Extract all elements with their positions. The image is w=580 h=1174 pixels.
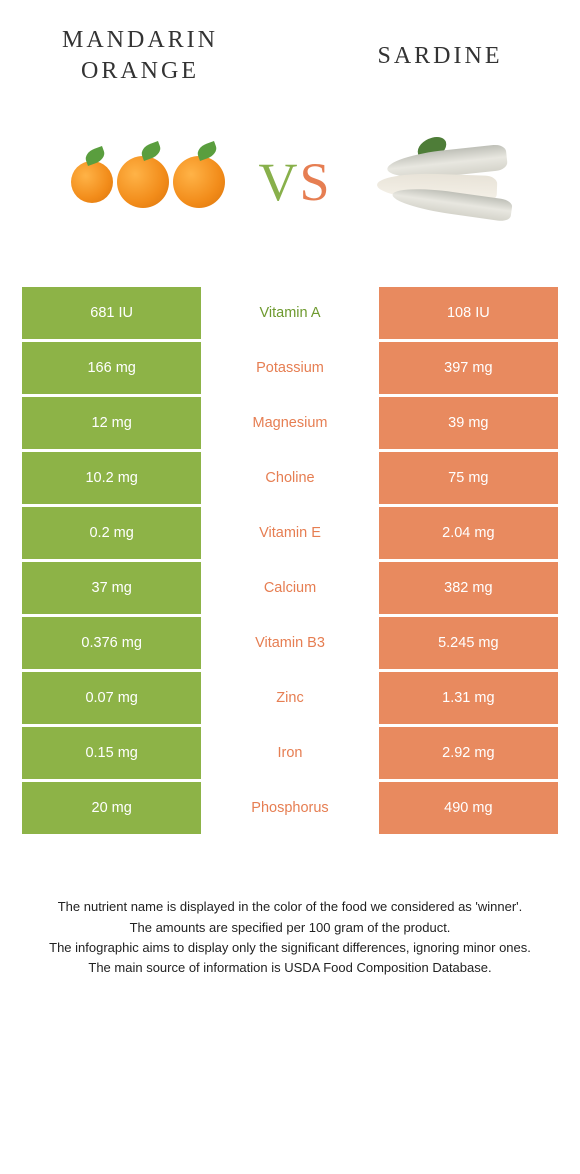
hero-row: VS <box>0 97 580 287</box>
table-row: 681 IUVitamin A108 IU <box>22 287 558 339</box>
nutrient-label-cell: Vitamin A <box>201 287 378 339</box>
left-value-cell: 166 mg <box>22 342 201 394</box>
right-food-title: SARDINE <box>340 41 540 72</box>
vs-v: V <box>258 152 299 212</box>
table-row: 10.2 mgCholine75 mg <box>22 452 558 504</box>
footer-line: The infographic aims to display only the… <box>30 938 550 958</box>
right-value-cell: 2.92 mg <box>379 727 558 779</box>
table-row: 0.15 mgIron2.92 mg <box>22 727 558 779</box>
vs-label: VS <box>258 151 331 213</box>
header: MANDARIN ORANGE SARDINE <box>0 0 580 97</box>
right-value-cell: 75 mg <box>379 452 558 504</box>
nutrient-label-cell: Potassium <box>201 342 378 394</box>
right-value-cell: 39 mg <box>379 397 558 449</box>
left-value-cell: 10.2 mg <box>22 452 201 504</box>
left-value-cell: 12 mg <box>22 397 201 449</box>
left-value-cell: 0.07 mg <box>22 672 201 724</box>
footer-line: The nutrient name is displayed in the co… <box>30 897 550 917</box>
nutrient-table: 681 IUVitamin A108 IU166 mgPotassium397 … <box>0 287 580 834</box>
left-value-cell: 20 mg <box>22 782 201 834</box>
table-row: 12 mgMagnesium39 mg <box>22 397 558 449</box>
table-row: 0.376 mgVitamin B35.245 mg <box>22 617 558 669</box>
right-value-cell: 5.245 mg <box>379 617 558 669</box>
footer-line: The amounts are specified per 100 gram o… <box>30 918 550 938</box>
footer-notes: The nutrient name is displayed in the co… <box>0 837 580 978</box>
table-row: 0.07 mgZinc1.31 mg <box>22 672 558 724</box>
nutrient-label-cell: Vitamin E <box>201 507 378 559</box>
left-value-cell: 681 IU <box>22 287 201 339</box>
nutrient-label-cell: Vitamin B3 <box>201 617 378 669</box>
footer-line: The main source of information is USDA F… <box>30 958 550 978</box>
left-value-cell: 0.2 mg <box>22 507 201 559</box>
nutrient-label-cell: Iron <box>201 727 378 779</box>
sardine-image <box>352 132 522 232</box>
table-row: 0.2 mgVitamin E2.04 mg <box>22 507 558 559</box>
right-value-cell: 2.04 mg <box>379 507 558 559</box>
nutrient-label-cell: Zinc <box>201 672 378 724</box>
right-value-cell: 397 mg <box>379 342 558 394</box>
orange-icon <box>173 156 225 208</box>
nutrient-label-cell: Calcium <box>201 562 378 614</box>
right-value-cell: 490 mg <box>379 782 558 834</box>
left-food-title: MANDARIN ORANGE <box>40 25 240 87</box>
right-value-cell: 1.31 mg <box>379 672 558 724</box>
left-value-cell: 37 mg <box>22 562 201 614</box>
nutrient-label-cell: Magnesium <box>201 397 378 449</box>
right-value-cell: 108 IU <box>379 287 558 339</box>
table-row: 166 mgPotassium397 mg <box>22 342 558 394</box>
orange-icon <box>71 161 113 203</box>
nutrient-label-cell: Phosphorus <box>201 782 378 834</box>
mandarin-orange-image <box>58 127 238 237</box>
vs-s: S <box>299 152 331 212</box>
left-value-cell: 0.15 mg <box>22 727 201 779</box>
left-value-cell: 0.376 mg <box>22 617 201 669</box>
nutrient-label-cell: Choline <box>201 452 378 504</box>
right-value-cell: 382 mg <box>379 562 558 614</box>
orange-icon <box>117 156 169 208</box>
table-row: 20 mgPhosphorus490 mg <box>22 782 558 834</box>
table-row: 37 mgCalcium382 mg <box>22 562 558 614</box>
